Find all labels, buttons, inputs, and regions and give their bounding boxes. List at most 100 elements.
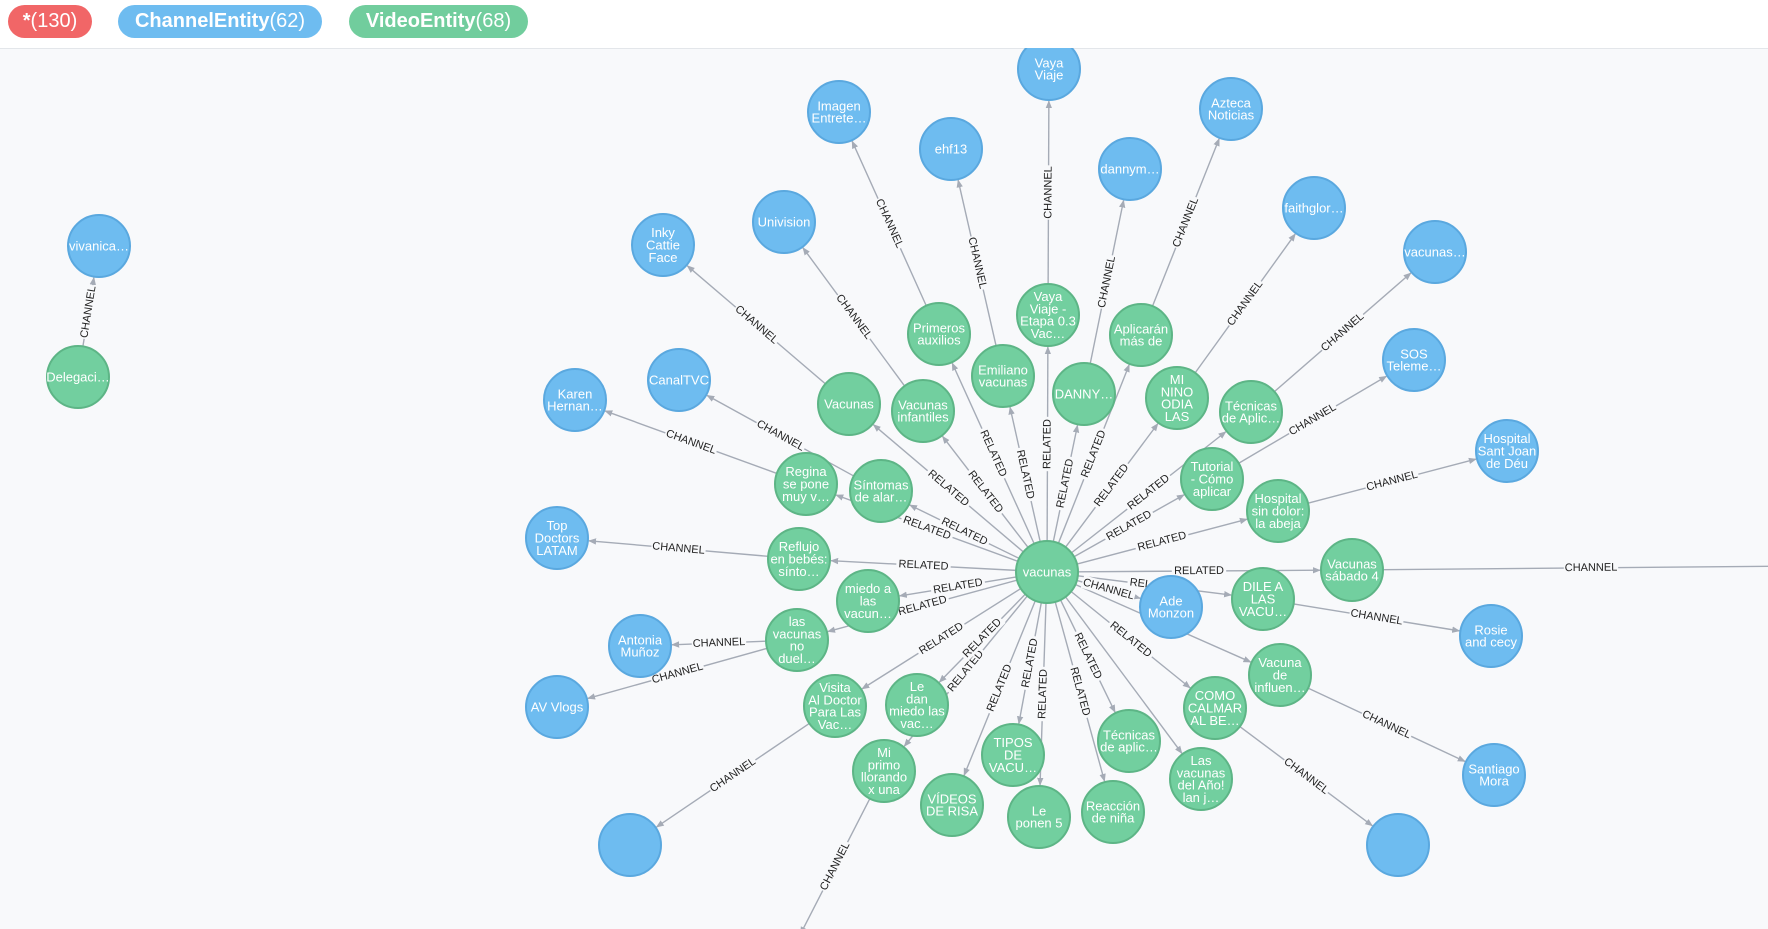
video-node-tipos[interactable]: TIPOSDEVACU…: [981, 723, 1045, 787]
channel-node-dannyc[interactable]: dannym…: [1098, 137, 1162, 201]
channel-node-avv[interactable]: AV Vlogs: [525, 675, 589, 739]
channel-node-bl[interactable]: [598, 813, 662, 877]
channel-node-br[interactable]: [1366, 813, 1430, 877]
channel-node-karen[interactable]: KarenHernan…: [543, 368, 607, 432]
node-label: vacunas: [1023, 565, 1072, 580]
node-circle: [774, 452, 838, 516]
channel-node-canaltv[interactable]: CanalTVC: [647, 348, 711, 412]
channel-node-vacch[interactable]: vacunas…: [1403, 220, 1467, 284]
node-label: Reacción: [1086, 798, 1140, 813]
edge-label-bg: [943, 645, 988, 696]
channel-node-vivan[interactable]: vivanica…: [67, 214, 131, 278]
edge-dile-rosie[interactable]: CHANNEL: [1293, 603, 1461, 633]
edge-hub-vayav[interactable]: RELATED: [1040, 346, 1054, 542]
video-node-deleg[interactable]: Delegaci…: [46, 345, 110, 409]
edge-hub-delano[interactable]: [1064, 596, 1183, 754]
edge-hub-emiliano[interactable]: RELATED: [1008, 406, 1041, 542]
edge-visita-bl[interactable]: CHANNEL: [655, 722, 810, 828]
edge-sabado-offR[interactable]: CHANNEL: [1382, 560, 1768, 575]
edge-vacv-inky[interactable]: CHANNEL: [686, 265, 826, 385]
legend-pill-channel-entity[interactable]: ChannelEntity(62): [118, 5, 322, 38]
edge-vacinf-univ[interactable]: CHANNEL: [802, 247, 906, 387]
edge-hub-sabado[interactable]: RELATED: [1077, 563, 1321, 578]
node-circle: [1459, 604, 1523, 668]
edge-aplic-azteca[interactable]: CHANNEL: [1151, 137, 1220, 307]
edge-hub-reacc[interactable]: RELATED: [1054, 601, 1106, 782]
node-label: infantiles: [897, 410, 949, 425]
edge-primeros-imagen[interactable]: CHANNEL: [851, 140, 927, 307]
channel-node-faith[interactable]: faithglor…: [1282, 176, 1346, 240]
legend-pill-video-entity[interactable]: VideoEntity(68): [349, 5, 528, 38]
edge-influ-santi[interactable]: CHANNEL: [1307, 687, 1466, 763]
video-node-danny[interactable]: DANNY…: [1052, 362, 1116, 426]
edge-hub-hosp[interactable]: RELATED: [1076, 517, 1248, 565]
edge-hub-miedo[interactable]: RELATED: [898, 575, 1017, 598]
graph-canvas[interactable]: CHANNELRELATEDRELATEDRELATEDRELATEDRELAT…: [0, 48, 1768, 929]
edge-nino-faith[interactable]: CHANNEL: [1194, 233, 1296, 374]
edge-hosp-hospc[interactable]: CHANNEL: [1307, 457, 1477, 504]
edge-primo-offB[interactable]: CHANNEL: [800, 798, 871, 929]
edge-label-bg: [1348, 606, 1405, 628]
video-node-vacv[interactable]: Vacunas: [817, 372, 881, 436]
edge-label: CHANNEL: [1287, 401, 1338, 438]
edge-label-bg: [1133, 527, 1190, 555]
edge-noduel-antonia[interactable]: CHANNEL: [671, 634, 767, 651]
node-label: LATAM: [536, 543, 577, 558]
edge-calmar-br[interactable]: CHANNEL: [1239, 726, 1374, 827]
legend-channel-name: ChannelEntity: [134, 10, 270, 32]
edge-hub-reflujo[interactable]: RELATED: [830, 557, 1017, 573]
channel-node-ehf[interactable]: ehf13: [919, 117, 983, 181]
edge-hub-leponen[interactable]: RELATED: [1035, 602, 1050, 786]
edge-reflujo-topdoc[interactable]: CHANNEL: [588, 538, 769, 558]
video-node-influ[interactable]: Vacunadeinfluen…: [1248, 643, 1312, 707]
node-label: Rosie: [1474, 622, 1507, 637]
node-label: DE RISA: [926, 804, 978, 819]
node-label: Técnicas: [1103, 727, 1156, 742]
video-node-miedo[interactable]: miedo alasvacun…: [836, 569, 900, 633]
channel-node-univ[interactable]: Univision: [752, 190, 816, 254]
video-node-hub[interactable]: vacunas: [1015, 540, 1079, 604]
video-node-noduel[interactable]: lasvacunasnoduel…: [765, 608, 829, 672]
node-circle: [1169, 747, 1233, 811]
edge-deleg-vivan[interactable]: CHANNEL: [77, 276, 99, 347]
legend-pill-all[interactable]: *(130): [8, 5, 92, 38]
channel-node-imagen[interactable]: ImagenEntrete…: [807, 80, 871, 144]
edge-label: RELATED: [1036, 669, 1050, 719]
edge-vayav-vayac[interactable]: CHANNEL: [1041, 100, 1055, 285]
video-node-dile[interactable]: DILE ALASVACU…: [1231, 567, 1295, 631]
channel-node-sos[interactable]: SOSTeleme…: [1382, 328, 1446, 392]
edge-label: CHANNEL: [693, 636, 746, 650]
node-circle: [1016, 283, 1080, 347]
